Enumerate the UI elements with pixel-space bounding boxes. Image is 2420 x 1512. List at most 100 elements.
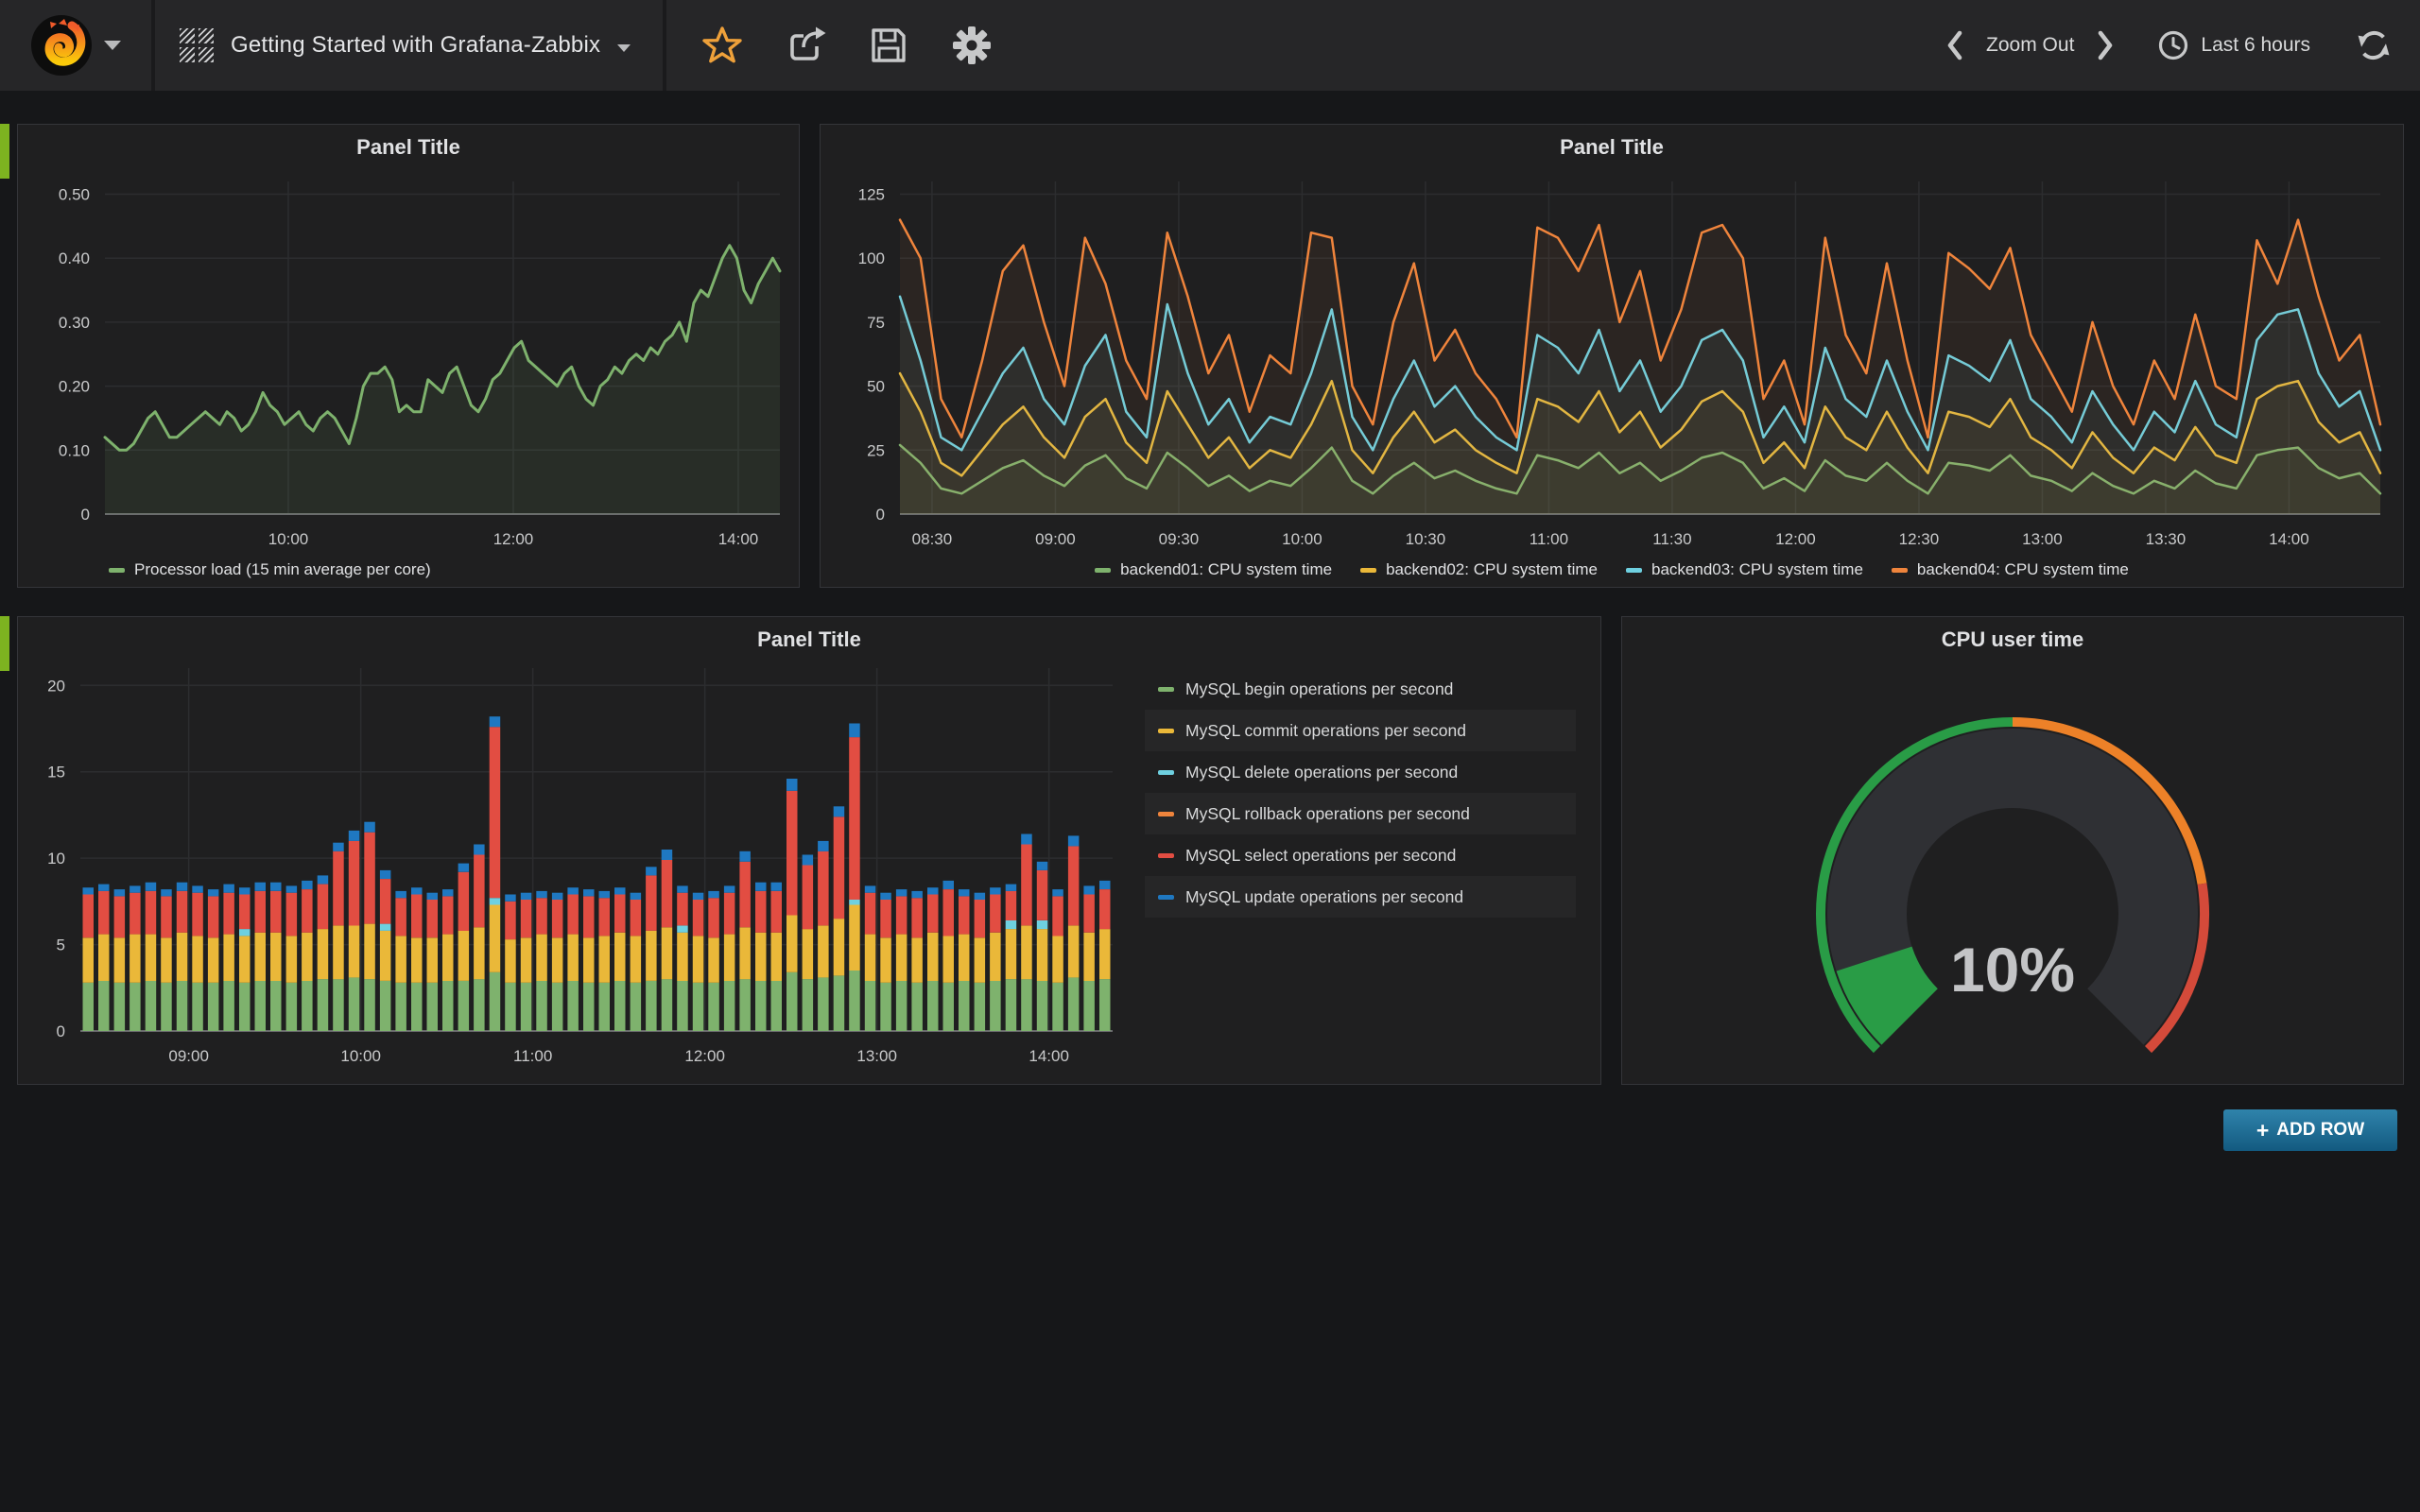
legend-item[interactable]: MySQL select operations per second bbox=[1145, 834, 1576, 876]
svg-text:10:00: 10:00 bbox=[268, 530, 309, 548]
legend-item[interactable]: MySQL rollback operations per second bbox=[1145, 793, 1576, 834]
svg-text:13:00: 13:00 bbox=[856, 1047, 897, 1065]
legend-swatch bbox=[1095, 568, 1111, 573]
svg-text:50: 50 bbox=[867, 378, 885, 396]
legend-swatch bbox=[1158, 729, 1174, 733]
svg-text:12:00: 12:00 bbox=[684, 1047, 725, 1065]
add-row-button[interactable]: + ADD ROW bbox=[2223, 1109, 2397, 1151]
legend-label: MySQL delete operations per second bbox=[1185, 763, 1458, 782]
share-dashboard-button[interactable] bbox=[784, 25, 827, 66]
svg-text:12:30: 12:30 bbox=[1899, 530, 1940, 548]
svg-text:0.50: 0.50 bbox=[59, 186, 90, 204]
svg-text:10:30: 10:30 bbox=[1406, 530, 1446, 548]
save-dashboard-button[interactable] bbox=[867, 25, 910, 66]
svg-text:0: 0 bbox=[81, 506, 90, 524]
legend-item[interactable]: MySQL begin operations per second bbox=[1145, 668, 1576, 710]
legend-swatch bbox=[1158, 687, 1174, 692]
legend-label: backend02: CPU system time bbox=[1386, 560, 1598, 579]
svg-text:14:00: 14:00 bbox=[1028, 1047, 1069, 1065]
svg-text:0: 0 bbox=[876, 506, 885, 524]
svg-text:0: 0 bbox=[57, 1022, 65, 1040]
time-range-picker[interactable]: Last 6 hours bbox=[2157, 29, 2310, 61]
svg-text:09:00: 09:00 bbox=[168, 1047, 209, 1065]
svg-text:0.20: 0.20 bbox=[59, 378, 90, 396]
legend-swatch bbox=[1626, 568, 1642, 573]
refresh-icon bbox=[2356, 27, 2392, 63]
svg-text:13:00: 13:00 bbox=[2022, 530, 2063, 548]
svg-text:14:00: 14:00 bbox=[718, 530, 759, 548]
legend-item[interactable]: backend02: CPU system time bbox=[1360, 560, 1598, 579]
panel-title[interactable]: Panel Title bbox=[821, 125, 2403, 168]
svg-text:11:30: 11:30 bbox=[1652, 530, 1691, 548]
legend-label: backend04: CPU system time bbox=[1917, 560, 2129, 579]
legend-item[interactable]: MySQL update operations per second bbox=[1145, 876, 1576, 918]
panel-cpu-system-time: Panel Title 08:3009:0009:3010:0010:3011:… bbox=[820, 124, 2404, 588]
legend-swatch bbox=[109, 568, 125, 573]
legend-item[interactable]: MySQL commit operations per second bbox=[1145, 710, 1576, 751]
svg-text:12:00: 12:00 bbox=[1775, 530, 1816, 548]
processor-load-chart[interactable]: 10:0012:0014:0000.100.200.300.400.50 bbox=[18, 168, 799, 554]
time-range-label: Last 6 hours bbox=[2201, 34, 2310, 57]
time-shift-forward-button[interactable] bbox=[2095, 29, 2116, 61]
legend-label: MySQL update operations per second bbox=[1185, 887, 1463, 907]
svg-text:25: 25 bbox=[867, 441, 885, 459]
svg-text:5: 5 bbox=[57, 936, 65, 954]
grafana-logo-menu[interactable] bbox=[0, 0, 151, 91]
dashboard-dropdown-caret-icon bbox=[617, 44, 631, 52]
svg-text:14:00: 14:00 bbox=[2269, 530, 2309, 548]
legend-item[interactable]: MySQL delete operations per second bbox=[1145, 751, 1576, 793]
panel-mysql-operations: Panel Title 09:0010:0011:0012:0013:0014:… bbox=[17, 616, 1601, 1085]
gear-icon bbox=[950, 25, 994, 66]
svg-text:15: 15 bbox=[47, 764, 65, 782]
row-handle[interactable] bbox=[0, 616, 9, 671]
panel-title[interactable]: Panel Title bbox=[18, 617, 1600, 661]
legend-swatch bbox=[1360, 568, 1376, 573]
svg-text:125: 125 bbox=[858, 186, 885, 204]
cpu-system-time-legend: backend01: CPU system time backend02: CPU… bbox=[821, 554, 2403, 586]
panel-processor-load: Panel Title 10:0012:0014:0000.100.200.30… bbox=[17, 124, 800, 588]
logo-dropdown-caret-icon bbox=[104, 41, 121, 50]
time-shift-back-button[interactable] bbox=[1945, 29, 1965, 61]
dashboard-settings-button[interactable] bbox=[950, 25, 994, 66]
grafana-logo-icon bbox=[30, 14, 93, 77]
panel-title[interactable]: CPU user time bbox=[1622, 617, 2403, 661]
legend-item[interactable]: backend04: CPU system time bbox=[1892, 560, 2129, 579]
panel-cpu-user-time: CPU user time 10% bbox=[1621, 616, 2404, 1085]
cpu-user-time-gauge[interactable]: 10% bbox=[1622, 661, 2403, 1082]
svg-text:13:30: 13:30 bbox=[2146, 530, 2187, 548]
legend-item[interactable]: backend01: CPU system time bbox=[1095, 560, 1332, 579]
panel-title[interactable]: Panel Title bbox=[18, 125, 799, 168]
svg-text:09:30: 09:30 bbox=[1159, 530, 1200, 548]
legend-label: MySQL begin operations per second bbox=[1185, 679, 1453, 699]
grafana-dashboard: { "navbar": { "title": "Getting Started … bbox=[0, 0, 2420, 1512]
legend-label: MySQL select operations per second bbox=[1185, 846, 1456, 866]
legend-item[interactable]: Processor load (15 min average per core) bbox=[109, 560, 431, 579]
legend-swatch bbox=[1892, 568, 1908, 573]
zoom-out-button[interactable]: Zoom Out bbox=[1986, 34, 2074, 57]
legend-swatch bbox=[1158, 895, 1174, 900]
legend-swatch bbox=[1158, 812, 1174, 816]
svg-text:0.10: 0.10 bbox=[59, 441, 90, 459]
legend-label: MySQL rollback operations per second bbox=[1185, 804, 1470, 824]
cpu-system-time-chart[interactable]: 08:3009:0009:3010:0010:3011:0011:3012:00… bbox=[821, 168, 2403, 554]
plus-icon: + bbox=[2256, 1120, 2269, 1142]
svg-text:08:30: 08:30 bbox=[912, 530, 953, 548]
time-controls: Zoom Out Last 6 hours bbox=[1945, 27, 2420, 63]
svg-text:10: 10 bbox=[47, 850, 65, 868]
refresh-dashboard-button[interactable] bbox=[2356, 27, 2392, 63]
legend-label: backend01: CPU system time bbox=[1120, 560, 1332, 579]
dashboard-picker[interactable]: Getting Started with Grafana-Zabbix bbox=[155, 0, 663, 91]
svg-text:11:00: 11:00 bbox=[1530, 530, 1568, 548]
legend-label: Processor load (15 min average per core) bbox=[134, 560, 431, 579]
legend-swatch bbox=[1158, 853, 1174, 858]
svg-text:10%: 10% bbox=[1950, 935, 2075, 1005]
svg-text:100: 100 bbox=[858, 249, 885, 267]
star-dashboard-button[interactable] bbox=[700, 25, 744, 66]
svg-text:75: 75 bbox=[867, 314, 885, 332]
dashboard-actions bbox=[666, 0, 1028, 91]
star-icon bbox=[700, 25, 744, 66]
chevron-left-icon bbox=[1945, 29, 1965, 61]
navbar: Getting Started with Grafana-Zabbix bbox=[0, 0, 2420, 91]
legend-item[interactable]: backend03: CPU system time bbox=[1626, 560, 1863, 579]
row-handle[interactable] bbox=[0, 124, 9, 179]
